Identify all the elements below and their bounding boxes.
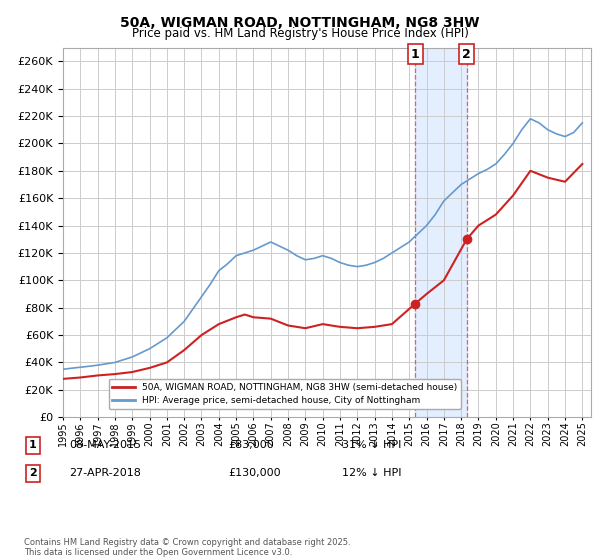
Bar [415,48,467,417]
Text: £83,000: £83,000 [228,440,274,450]
Text: Price paid vs. HM Land Registry's House Price Index (HPI): Price paid vs. HM Land Registry's House … [131,27,469,40]
Text: 2: 2 [29,468,37,478]
Text: 12% ↓ HPI: 12% ↓ HPI [342,468,401,478]
Text: 27-APR-2018: 27-APR-2018 [69,468,141,478]
Text: 1: 1 [411,48,419,60]
Text: 2: 2 [463,48,471,60]
Legend: 50A, WIGMAN ROAD, NOTTINGHAM, NG8 3HW (semi-detached house), HPI: Average price,: 50A, WIGMAN ROAD, NOTTINGHAM, NG8 3HW (s… [109,379,461,409]
Text: 50A, WIGMAN ROAD, NOTTINGHAM, NG8 3HW: 50A, WIGMAN ROAD, NOTTINGHAM, NG8 3HW [120,16,480,30]
Text: Contains HM Land Registry data © Crown copyright and database right 2025.
This d: Contains HM Land Registry data © Crown c… [24,538,350,557]
Text: £130,000: £130,000 [228,468,281,478]
Text: 1: 1 [29,440,37,450]
Text: 08-MAY-2015: 08-MAY-2015 [69,440,141,450]
Text: 31% ↓ HPI: 31% ↓ HPI [342,440,401,450]
